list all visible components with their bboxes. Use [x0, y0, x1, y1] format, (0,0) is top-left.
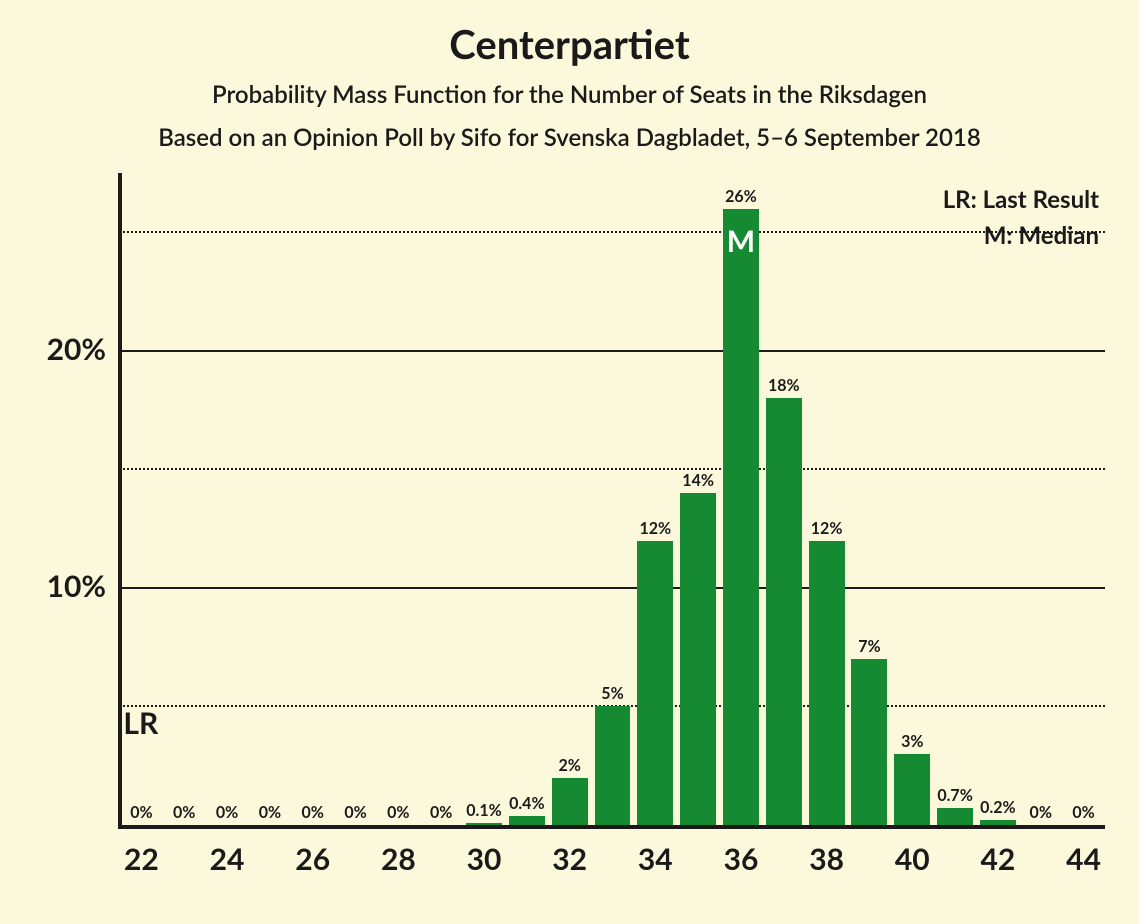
- bar-value-label: 3%: [882, 732, 942, 751]
- bar: [680, 493, 716, 825]
- chart-subtitle-1: Probability Mass Function for the Number…: [0, 80, 1139, 109]
- last-result-marker: LR: [123, 705, 158, 741]
- bar-value-label: 2%: [540, 756, 600, 775]
- bar-value-label: 14%: [668, 471, 728, 490]
- legend-median: M: Median: [984, 221, 1099, 250]
- x-tick-label: 26: [283, 841, 343, 877]
- chart-plot-area: 0%0%0%0%0%0%0%0%0.1%0.4%2%5%12%14%26%M18…: [120, 185, 1105, 825]
- x-tick-label: 36: [711, 841, 771, 877]
- x-tick-label: 32: [540, 841, 600, 877]
- x-tick-label: 42: [968, 841, 1028, 877]
- x-tick-label: 24: [197, 841, 257, 877]
- legend-last-result: LR: Last Result: [943, 185, 1099, 214]
- bar-value-label: 12%: [625, 519, 685, 538]
- gridline-minor: [120, 468, 1105, 470]
- bar-value-label: 0.4%: [497, 794, 557, 813]
- bar-value-label: 5%: [583, 684, 643, 703]
- bar: [766, 398, 802, 825]
- bar: [595, 706, 631, 825]
- x-tick-label: 40: [882, 841, 942, 877]
- x-tick-label: 38: [797, 841, 857, 877]
- y-tick-label: 10%: [16, 568, 106, 604]
- x-tick-label: 34: [625, 841, 685, 877]
- gridline-major: [120, 587, 1105, 589]
- gridline-minor: [120, 231, 1105, 233]
- x-tick-label: 44: [1054, 841, 1114, 877]
- bar: [809, 541, 845, 825]
- bar-value-label: 7%: [839, 637, 899, 656]
- x-axis: [118, 825, 1105, 829]
- chart-title: Centerpartiet: [0, 0, 1139, 68]
- gridline-major: [120, 350, 1105, 352]
- median-marker: M: [719, 223, 763, 259]
- x-tick-label: 28: [368, 841, 428, 877]
- bar: [723, 209, 759, 825]
- bar: [552, 778, 588, 825]
- x-tick-label: 30: [454, 841, 514, 877]
- y-tick-label: 20%: [16, 331, 106, 367]
- bar-value-label: 26%: [711, 187, 771, 206]
- bar-value-label: 18%: [754, 376, 814, 395]
- chart-subtitle-2: Based on an Opinion Poll by Sifo for Sve…: [0, 123, 1139, 152]
- bar: [637, 541, 673, 825]
- y-axis: [118, 173, 122, 827]
- x-tick-label: 22: [111, 841, 171, 877]
- bar: [509, 816, 545, 825]
- bar-value-label: 0%: [1054, 803, 1114, 822]
- bar-value-label: 12%: [797, 519, 857, 538]
